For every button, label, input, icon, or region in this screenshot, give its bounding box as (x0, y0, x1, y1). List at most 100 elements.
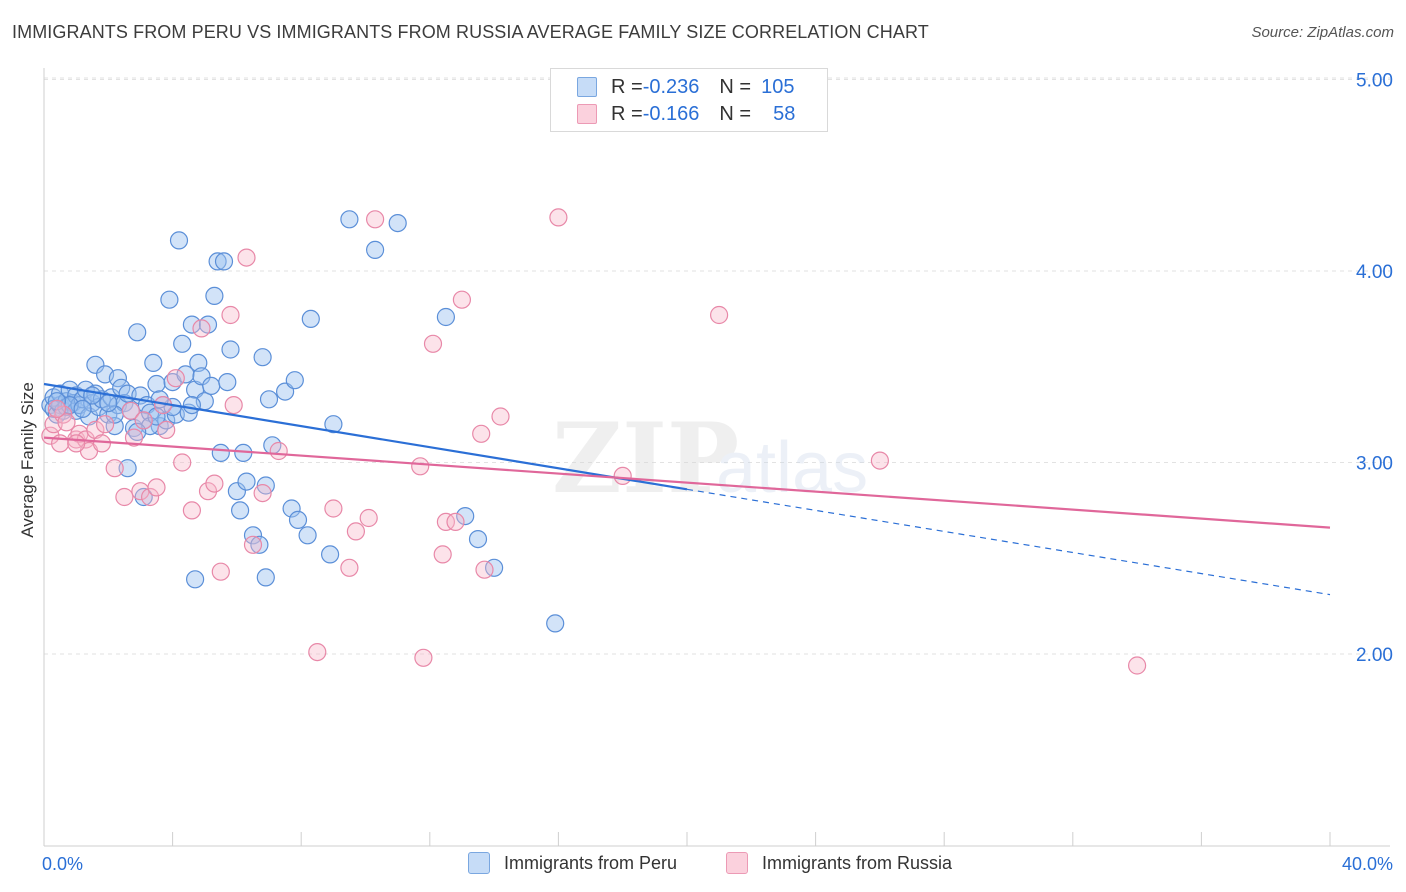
russia-point-35 (308, 642, 327, 662)
russia-point-13 (115, 487, 134, 507)
legend-r-label: R = (611, 102, 643, 125)
russia-point-41 (411, 457, 430, 476)
russia-point-45 (436, 512, 455, 532)
legend-n-label: N = (719, 102, 752, 125)
russia-point-15 (124, 428, 144, 447)
legend-row-russia: R = -0.166 N = 58 (577, 101, 795, 127)
peru-point-78 (301, 309, 320, 328)
peru-point-58 (208, 252, 227, 271)
russia-point-10 (92, 434, 112, 453)
legend-n-label: N = (719, 75, 752, 98)
peru-point-79 (321, 545, 340, 564)
peru-point-60 (214, 252, 234, 271)
russia-point-47 (452, 290, 471, 309)
peru-point-52 (189, 353, 208, 372)
peru-point-59 (211, 443, 230, 462)
russia-point-31 (237, 248, 256, 267)
peru-point-53 (192, 367, 211, 386)
legend-row-peru: R = -0.236 N = 105 (577, 74, 794, 100)
russia-point-22 (166, 369, 185, 388)
peru-point-19 (86, 355, 105, 374)
russia-point-57 (47, 399, 67, 418)
legend-swatch-russia (577, 104, 597, 124)
russia-point-30 (224, 396, 243, 415)
russia-point-0 (41, 426, 60, 445)
russia-point-12 (105, 459, 124, 478)
y-tick-label-0: 2.00 (1356, 645, 1393, 666)
peru-point-67 (243, 526, 263, 545)
peru-trend-line (43, 382, 688, 491)
peru-point-61 (218, 373, 237, 392)
watermark-zip: ZIP (552, 402, 739, 515)
russia-point-18 (141, 487, 160, 507)
russia-point-24 (182, 501, 201, 520)
peru-point-57 (205, 286, 224, 305)
bottom-legend-peru: Immigrants from Peru (468, 852, 677, 874)
trend-lines (43, 382, 1331, 596)
russia-point-19 (147, 478, 166, 497)
source-label: Source: ZipAtlas.com (1251, 24, 1394, 41)
peru-point-77 (298, 526, 317, 545)
peru-point-76 (288, 510, 308, 530)
peru-trend-line-extrapolated (686, 488, 1331, 596)
peru-point-83 (388, 214, 407, 233)
peru-point-39 (147, 374, 166, 394)
axes (43, 68, 1390, 847)
peru-point-100 (256, 568, 275, 587)
peru-point-85 (456, 506, 475, 526)
watermark: ZIP atlas (552, 402, 868, 515)
peru-point-71 (259, 390, 279, 409)
x-tick-label-0: 0.0% (42, 854, 83, 874)
russia-point-54 (870, 451, 890, 470)
peru-point-75 (285, 371, 304, 390)
russia-trend-line (43, 436, 1331, 529)
russia-point-50 (491, 407, 510, 426)
russia-point-29 (221, 305, 240, 325)
russia-point-25 (192, 319, 211, 338)
russia-point-11 (95, 415, 115, 434)
russia-point-4 (57, 413, 76, 432)
bottom-legend-russia: Immigrants from Russia (726, 852, 952, 874)
legend-n-value-peru: 105 (761, 75, 795, 98)
peru-point-48 (176, 365, 195, 384)
russia-point-21 (157, 420, 176, 439)
bottom-legend-swatch-russia (726, 852, 748, 874)
peru-point-74 (282, 499, 301, 518)
legend-r-value-peru: -0.236 (642, 75, 700, 98)
peru-point-104 (128, 422, 147, 441)
russia-point-48 (472, 424, 491, 443)
peru-point-26 (108, 369, 128, 388)
russia-point-40 (366, 210, 385, 229)
tick-labels: 2.00 3.00 4.00 5.00 0.0% 40.0% (42, 71, 1393, 875)
russia-point-51 (549, 208, 568, 227)
y-tick-label-2: 4.00 (1356, 262, 1393, 283)
peru-point-46 (169, 231, 189, 250)
peru-point-63 (227, 482, 246, 501)
watermark-atlas: atlas (716, 428, 868, 508)
series-peru-points (41, 210, 565, 633)
peru-point-99 (186, 570, 205, 589)
russia-point-26 (198, 482, 218, 501)
russia-point-42 (414, 648, 433, 667)
russia-point-27 (205, 474, 224, 493)
bottom-legend-swatch-peru (468, 852, 490, 874)
bottom-legend-label-russia: Immigrants from Russia (762, 852, 953, 873)
russia-point-14 (121, 401, 140, 420)
y-tick-label-3: 5.00 (1356, 71, 1393, 92)
peru-point-86 (468, 529, 488, 549)
russia-point-52 (613, 466, 632, 485)
legend-swatch-peru (577, 77, 597, 97)
peru-point-97 (118, 459, 137, 478)
peru-point-38 (144, 353, 163, 372)
russia-point-46 (446, 512, 465, 532)
peru-point-82 (366, 240, 385, 259)
peru-point-98 (134, 487, 153, 507)
peru-point-68 (250, 535, 269, 554)
peru-point-80 (324, 415, 343, 434)
legend-r-label: R = (611, 75, 643, 98)
russia-point-55 (1127, 656, 1147, 675)
peru-point-62 (221, 340, 240, 359)
peru-point-69 (253, 348, 272, 367)
peru-point-101 (73, 399, 92, 418)
peru-point-43 (160, 290, 179, 309)
